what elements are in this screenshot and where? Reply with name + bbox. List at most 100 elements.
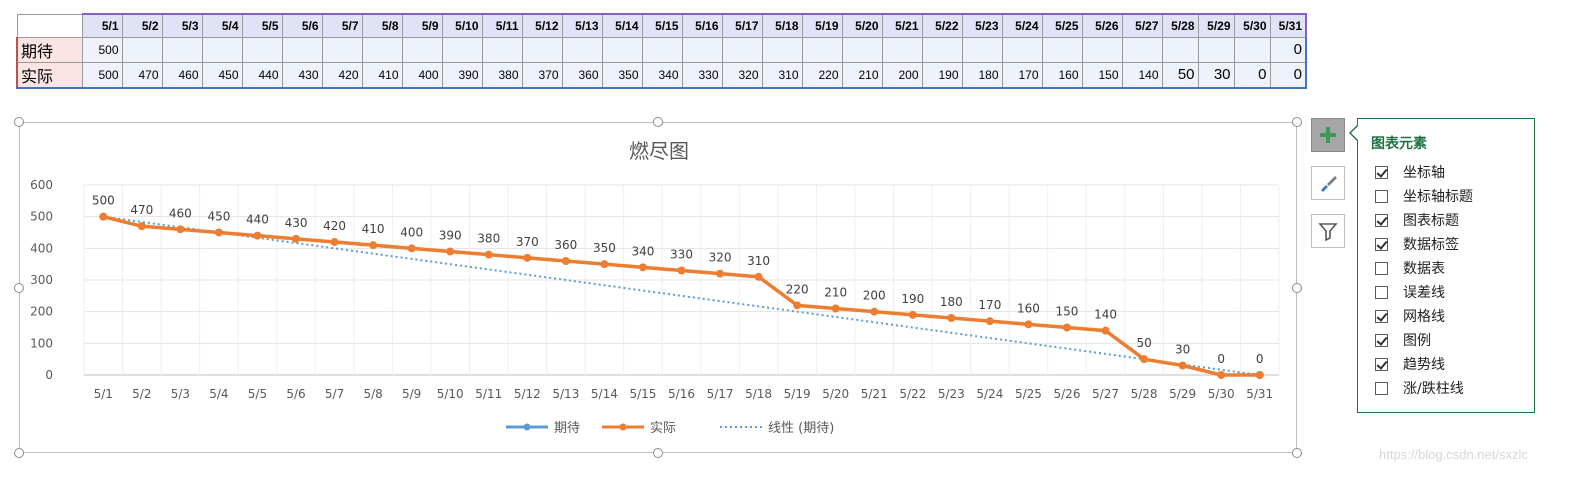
- chart-elements-button[interactable]: [1311, 118, 1345, 152]
- data-point[interactable]: [1140, 355, 1149, 364]
- checkbox[interactable]: [1375, 237, 1388, 251]
- sheet-date-cell[interactable]: 5/25: [1041, 13, 1083, 38]
- sheet-value-cell[interactable]: 420: [321, 61, 363, 89]
- sheet-value-cell[interactable]: 0: [1233, 61, 1271, 89]
- data-point[interactable]: [330, 238, 339, 246]
- sheet-value-cell[interactable]: [1081, 36, 1123, 63]
- chart-element-option[interactable]: 误差线: [1375, 282, 1445, 302]
- sheet-date-cell[interactable]: 5/31: [1269, 13, 1307, 38]
- data-point[interactable]: [1178, 361, 1187, 370]
- data-point[interactable]: [638, 263, 647, 272]
- checkbox[interactable]: [1375, 357, 1388, 371]
- chart-element-option[interactable]: 趋势线: [1375, 354, 1445, 374]
- sheet-value-cell[interactable]: [721, 36, 763, 63]
- sheet-date-cell[interactable]: 5/9: [401, 13, 443, 38]
- chart-element-option[interactable]: 坐标轴标题: [1375, 186, 1473, 206]
- data-point[interactable]: [484, 250, 493, 259]
- sheet-value-cell[interactable]: 500: [81, 36, 123, 63]
- sheet-value-cell[interactable]: 330: [681, 61, 723, 89]
- sheet-date-cell[interactable]: 5/29: [1197, 13, 1235, 38]
- checkbox[interactable]: [1375, 189, 1388, 203]
- data-point[interactable]: [292, 234, 301, 243]
- sheet-date-cell[interactable]: 5/4: [201, 13, 243, 38]
- sheet-date-cell[interactable]: 5/11: [481, 13, 523, 38]
- sheet-value-cell[interactable]: 160: [1041, 61, 1083, 89]
- sheet-date-cell[interactable]: 5/23: [961, 13, 1003, 38]
- sheet-date-cell[interactable]: 5/20: [841, 13, 883, 38]
- sheet-row-label[interactable]: 期待: [16, 36, 83, 63]
- data-point[interactable]: [600, 260, 609, 269]
- sheet-value-cell[interactable]: 0: [1269, 61, 1307, 89]
- sheet-date-cell[interactable]: 5/12: [521, 13, 563, 38]
- data-point[interactable]: [369, 241, 378, 250]
- data-point[interactable]: [870, 307, 879, 316]
- sheet-value-cell[interactable]: 460: [161, 61, 203, 89]
- data-point[interactable]: [176, 225, 185, 234]
- sheet-value-cell[interactable]: [881, 36, 923, 63]
- sheet-date-cell[interactable]: 5/21: [881, 13, 923, 38]
- sheet-value-cell[interactable]: 150: [1081, 61, 1123, 89]
- sheet-value-cell[interactable]: [521, 36, 563, 63]
- sheet-value-cell[interactable]: [601, 36, 643, 63]
- sheet-value-cell[interactable]: [161, 36, 203, 63]
- sheet-date-cell[interactable]: 5/6: [281, 13, 323, 38]
- sheet-date-cell[interactable]: 5/1: [81, 13, 123, 38]
- sheet-value-cell[interactable]: [481, 36, 523, 63]
- chart-title[interactable]: 燃尽图: [629, 139, 689, 163]
- data-point[interactable]: [754, 272, 763, 281]
- resize-handle[interactable]: [14, 448, 24, 458]
- checkbox[interactable]: [1375, 333, 1388, 347]
- sheet-value-cell[interactable]: 340: [641, 61, 683, 89]
- data-point[interactable]: [677, 266, 686, 275]
- chart-area[interactable]: 燃尽图 0 100 200 300 400 500 600 5/1 5/2 5/3 5/4 5/5 5/6…: [19, 122, 1297, 453]
- sheet-value-cell[interactable]: 360: [561, 61, 603, 89]
- data-point[interactable]: [908, 310, 917, 319]
- data-point[interactable]: [253, 231, 262, 240]
- sheet-value-cell[interactable]: 30: [1197, 61, 1235, 89]
- sheet-value-cell[interactable]: 400: [401, 61, 443, 89]
- sheet-value-cell[interactable]: 390: [441, 61, 483, 89]
- sheet-value-cell[interactable]: 140: [1121, 61, 1163, 89]
- chart-filters-button[interactable]: [1311, 214, 1345, 248]
- sheet-date-cell[interactable]: 5/5: [241, 13, 283, 38]
- data-point[interactable]: [1255, 371, 1264, 379]
- chart-element-option[interactable]: 图表标题: [1375, 210, 1459, 230]
- data-point[interactable]: [793, 301, 802, 310]
- sheet-value-cell[interactable]: 310: [761, 61, 803, 89]
- sheet-value-cell[interactable]: [681, 36, 723, 63]
- data-point[interactable]: [561, 257, 570, 265]
- chart-element-option[interactable]: 坐标轴: [1375, 162, 1445, 182]
- sheet-value-cell[interactable]: 430: [281, 61, 323, 89]
- sheet-value-cell[interactable]: 190: [921, 61, 963, 89]
- sheet-date-cell[interactable]: 5/19: [801, 13, 843, 38]
- sheet-value-cell[interactable]: 410: [361, 61, 403, 89]
- resize-handle[interactable]: [14, 282, 24, 293]
- data-point[interactable]: [947, 314, 956, 322]
- sheet-value-cell[interactable]: [1121, 36, 1163, 63]
- sheet-value-cell[interactable]: [201, 36, 243, 63]
- resize-handle[interactable]: [653, 117, 663, 127]
- chart-element-option[interactable]: 数据表: [1375, 258, 1445, 278]
- sheet-value-cell[interactable]: [121, 36, 163, 63]
- sheet-value-cell[interactable]: [1197, 36, 1235, 63]
- data-point[interactable]: [99, 212, 108, 221]
- sheet-date-cell[interactable]: 5/14: [601, 13, 643, 38]
- sheet-date-cell[interactable]: 5/7: [321, 13, 363, 38]
- checkbox[interactable]: [1375, 261, 1388, 275]
- sheet-date-cell[interactable]: 5/10: [441, 13, 483, 38]
- sheet-value-cell[interactable]: [361, 36, 403, 63]
- checkbox[interactable]: [1375, 165, 1388, 179]
- sheet-date-cell[interactable]: 5/17: [721, 13, 763, 38]
- sheet-date-cell[interactable]: 5/26: [1081, 13, 1123, 38]
- sheet-value-cell[interactable]: 320: [721, 61, 763, 89]
- sheet-value-cell[interactable]: [761, 36, 803, 63]
- sheet-value-cell[interactable]: [1233, 36, 1271, 63]
- checkbox[interactable]: [1375, 309, 1388, 323]
- data-point[interactable]: [985, 317, 994, 326]
- sheet-date-cell[interactable]: 5/28: [1161, 13, 1199, 38]
- chart-element-option[interactable]: 数据标签: [1375, 234, 1459, 254]
- sheet-date-cell[interactable]: 5/8: [361, 13, 403, 38]
- data-point[interactable]: [1217, 371, 1226, 379]
- sheet-corner-cell[interactable]: [16, 13, 83, 38]
